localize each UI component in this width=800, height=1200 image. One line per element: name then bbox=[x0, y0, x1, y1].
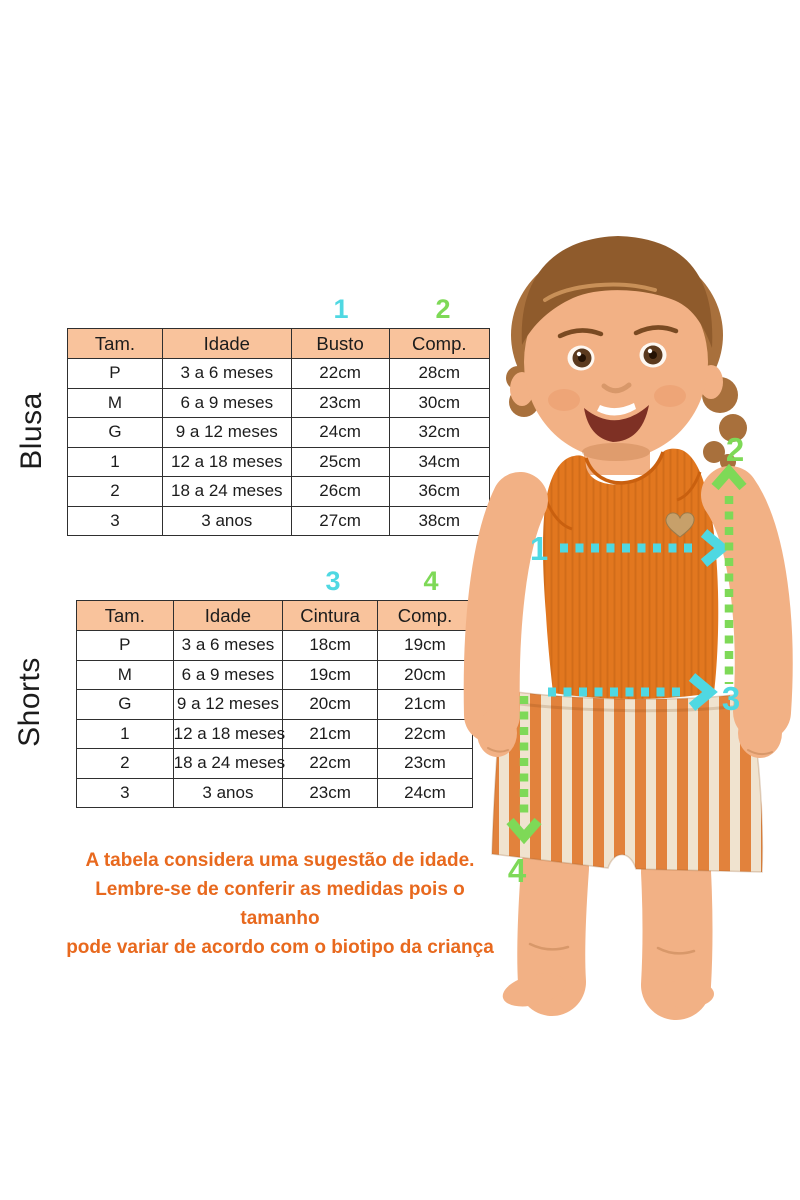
waist-measure-line: 3 bbox=[548, 673, 740, 717]
table-cell: 6 a 9 meses bbox=[172, 659, 284, 690]
header-row: Tam. Idade Busto Comp. bbox=[67, 328, 491, 359]
table-cell: 26cm bbox=[290, 476, 390, 507]
baby-legs bbox=[502, 834, 714, 1020]
table-cell: 1 bbox=[76, 718, 174, 749]
table-cell: 27cm bbox=[290, 505, 390, 536]
table-cell: 24cm bbox=[376, 777, 474, 808]
baby-mouth bbox=[584, 405, 649, 442]
shorts-length-measure-line: 4 bbox=[506, 696, 542, 889]
table-cell: 2 bbox=[76, 748, 174, 779]
table-cell: 36cm bbox=[388, 476, 491, 507]
column-header: Cintura bbox=[282, 600, 378, 631]
photo-marker-3: 3 bbox=[722, 680, 740, 717]
table-cell: 3 bbox=[67, 505, 163, 536]
shorts-comp-column-marker: 4 bbox=[423, 566, 439, 596]
table-cell: 9 a 12 meses bbox=[161, 417, 292, 448]
baby-arms bbox=[463, 466, 793, 758]
baby-shorts bbox=[491, 689, 764, 873]
table-row: 2 18 a 24 meses 26cm 36cm bbox=[67, 476, 491, 507]
table-cell: 3 a 6 meses bbox=[161, 358, 292, 389]
baby-nose bbox=[601, 382, 632, 394]
table-cell: 3 bbox=[76, 777, 174, 808]
heart-tag bbox=[665, 512, 695, 538]
table-cell: 20cm bbox=[282, 689, 378, 720]
column-header: Idade bbox=[172, 600, 284, 631]
column-header: Idade bbox=[161, 328, 292, 359]
photo-marker-1: 1 bbox=[530, 530, 548, 567]
photo-marker-4: 4 bbox=[508, 852, 527, 889]
blusa-comp-column-marker: 2 bbox=[435, 294, 451, 324]
table-cell: 19cm bbox=[282, 659, 378, 690]
table-cell: 23cm bbox=[376, 748, 474, 779]
table-cell: 22cm bbox=[282, 748, 378, 779]
header-row: Tam. Idade Cintura Comp. bbox=[76, 600, 474, 631]
column-header: Tam. bbox=[67, 328, 163, 359]
table-cell: 12 a 18 meses bbox=[161, 446, 292, 477]
blusa-length-measure-line: 2 bbox=[711, 431, 747, 684]
note-line: pode variar de acordo com o biotipo da c… bbox=[66, 937, 494, 958]
column-header: Comp. bbox=[376, 600, 474, 631]
table-cell: 20cm bbox=[376, 659, 474, 690]
table-row: 1 12 a 18 meses 21cm 22cm bbox=[76, 718, 474, 749]
table-cell: 3 anos bbox=[161, 505, 292, 536]
arrow-right-icon bbox=[700, 529, 730, 567]
arrow-right-icon bbox=[688, 673, 718, 711]
table-cell: 38cm bbox=[388, 505, 491, 536]
column-header: Tam. bbox=[76, 600, 174, 631]
column-header: Busto bbox=[290, 328, 390, 359]
arrow-up-icon bbox=[711, 463, 747, 491]
table-cell: 32cm bbox=[388, 417, 491, 448]
size-note: A tabela considera uma sugestão de idade… bbox=[60, 846, 500, 962]
table-cell: 23cm bbox=[290, 387, 390, 418]
table-cell: 24cm bbox=[290, 417, 390, 448]
table-cell: 3 a 6 meses bbox=[172, 630, 284, 661]
baby-tank-top bbox=[542, 448, 719, 699]
table-cell: 2 bbox=[67, 476, 163, 507]
note-line: A tabela considera uma sugestão de idade… bbox=[85, 850, 475, 871]
arrow-down-icon bbox=[506, 817, 542, 845]
table-cell: G bbox=[67, 417, 163, 448]
table-cell: P bbox=[76, 630, 174, 661]
bust-measure-line: 1 bbox=[530, 529, 730, 567]
table-row: 1 12 a 18 meses 25cm 34cm bbox=[67, 446, 491, 477]
table-cell: 3 anos bbox=[172, 777, 284, 808]
photo-marker-2: 2 bbox=[726, 431, 744, 468]
table-cell: 6 a 9 meses bbox=[161, 387, 292, 418]
busto-column-marker: 1 bbox=[333, 294, 349, 324]
table-cell: 18cm bbox=[282, 630, 378, 661]
cintura-column-marker: 3 bbox=[325, 566, 341, 596]
table-cell: 25cm bbox=[290, 446, 390, 477]
table-cell: 23cm bbox=[282, 777, 378, 808]
table-cell: 18 a 24 meses bbox=[161, 476, 292, 507]
table-cell: 22cm bbox=[290, 358, 390, 389]
baby-face bbox=[521, 236, 713, 461]
table-cell: 30cm bbox=[388, 387, 491, 418]
column-header: Comp. bbox=[388, 328, 491, 359]
note-line: Lembre-se de conferir as medidas pois o … bbox=[95, 879, 465, 929]
